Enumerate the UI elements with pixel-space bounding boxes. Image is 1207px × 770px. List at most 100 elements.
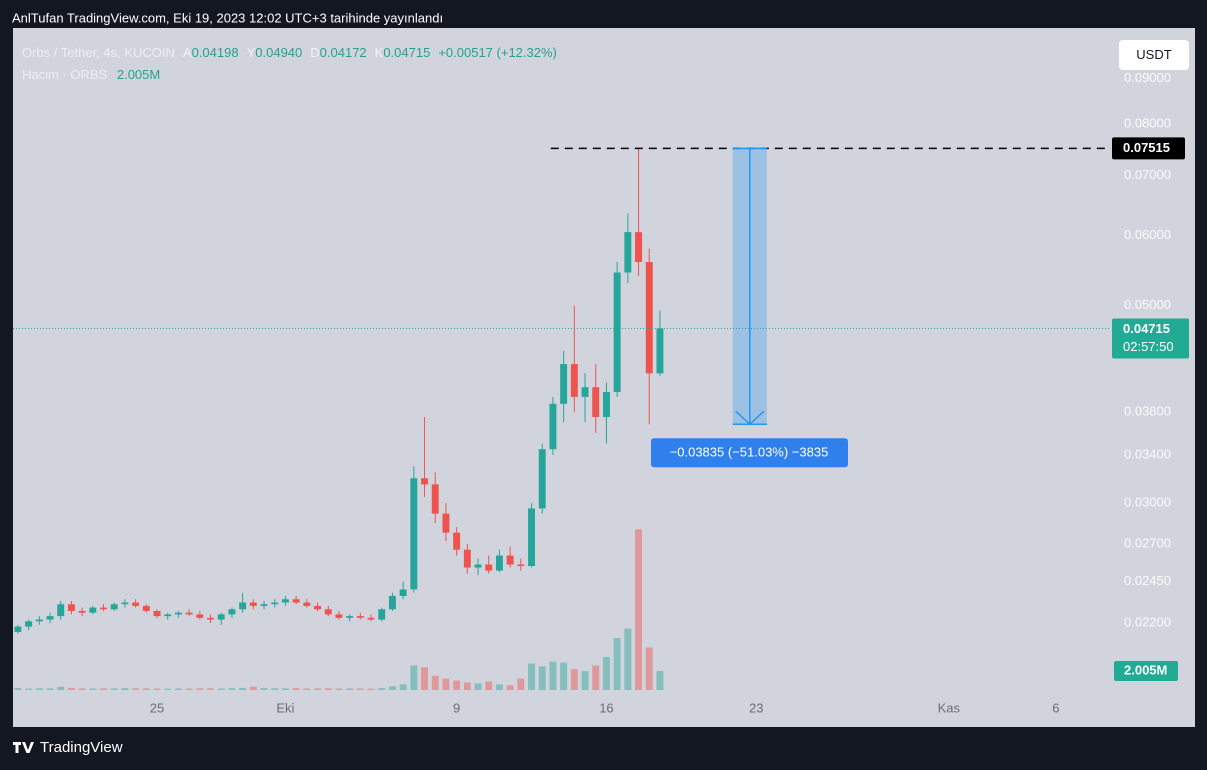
candle-body — [14, 626, 22, 632]
candle-body — [346, 616, 354, 618]
candle-body — [560, 364, 568, 404]
volume-bar — [378, 688, 386, 690]
volume-bar — [399, 684, 407, 690]
volume-bar — [239, 687, 247, 690]
candle-body — [324, 609, 332, 615]
currency-button[interactable]: USDT — [1119, 40, 1189, 70]
volume-bar — [100, 688, 108, 690]
volume-bar — [602, 656, 610, 690]
candle-body — [185, 612, 193, 615]
candle-body — [335, 614, 343, 618]
candle-body — [89, 607, 97, 613]
legend-row: Orbs / Tether, 4s, KUCOIN A0.04198 Y0.0494… — [22, 45, 557, 60]
volume-bar — [271, 688, 279, 690]
candle-body — [645, 261, 653, 374]
x-tick-label: Kas — [938, 700, 961, 715]
candle-body — [239, 602, 247, 610]
volume-bar — [35, 688, 43, 690]
volume-bar — [46, 688, 54, 690]
y-tick-label: 0.02200 — [1124, 615, 1171, 630]
candle-body — [46, 616, 54, 620]
volume-bar — [314, 688, 322, 690]
candle-body — [25, 621, 33, 627]
candle-body — [538, 449, 546, 509]
candle-body — [249, 602, 257, 606]
volume-bar — [528, 663, 536, 690]
volume-bar — [121, 688, 129, 690]
ohlc-value: 0.04715 — [383, 45, 431, 60]
y-tick-label: 0.03800 — [1124, 403, 1171, 418]
volume-bar — [560, 662, 568, 690]
candle-body — [57, 604, 65, 617]
last-price-box — [1112, 318, 1189, 359]
ohlc-change: +0.00517 (+12.32%) — [438, 45, 557, 60]
target-price-box — [1112, 137, 1185, 160]
ohlc: A0.04198 Y0.04940 D0.04172 K0.04715 +0.00517… — [175, 45, 557, 60]
candle-body — [613, 272, 621, 393]
volume-bar — [303, 688, 311, 690]
ohlc-value: 0.04940 — [255, 45, 303, 60]
chart-panel — [13, 28, 1195, 727]
candle-body — [463, 549, 471, 568]
candle-body — [132, 602, 140, 606]
candle-body — [67, 604, 75, 611]
y-tick-label: 0.08000 — [1124, 116, 1171, 131]
candle-body — [474, 564, 482, 568]
candle-body — [142, 605, 150, 611]
candle-body — [602, 392, 610, 417]
y-tick-label: 0.02450 — [1124, 573, 1171, 588]
candle-body — [656, 328, 664, 374]
volume-bar — [506, 685, 514, 690]
candle-body — [281, 599, 289, 603]
volume-bar — [228, 688, 236, 690]
ohlc-key: A — [182, 45, 192, 60]
volume-bar — [538, 666, 546, 690]
volume-bar — [67, 687, 75, 690]
ohlc-key: K — [374, 45, 384, 60]
volume-bar — [549, 661, 557, 690]
candle-body — [378, 609, 386, 620]
candle-body — [635, 232, 643, 262]
candle-body — [495, 555, 503, 571]
candle-body — [485, 564, 493, 571]
volume-box — [1114, 661, 1178, 682]
volume-bar — [57, 686, 65, 690]
x-tick-label: 9 — [453, 700, 460, 715]
target-price-label: 0.07515 — [1123, 140, 1170, 155]
candle-body — [592, 387, 600, 417]
volume-bar — [453, 680, 461, 690]
candle-body — [431, 484, 439, 514]
brand-logo — [13, 742, 34, 753]
candle-body — [356, 616, 364, 618]
volume-bar — [196, 688, 204, 690]
volume-bar — [367, 688, 375, 690]
volume-bar — [217, 688, 225, 690]
candle-body — [174, 612, 182, 615]
volume-bar — [174, 688, 182, 690]
symbol-title: Orbs / Tether, 4s, KUCOIN — [22, 45, 175, 60]
candle-body — [217, 614, 225, 620]
volume-bar — [635, 529, 643, 690]
candle-body — [581, 387, 589, 397]
volume-bar — [78, 688, 86, 690]
volume-bar — [207, 688, 215, 690]
candle-body — [228, 609, 236, 615]
volume-bar — [495, 684, 503, 690]
candle-body — [260, 604, 268, 606]
volume-value: 2.005M — [116, 67, 161, 82]
candle-body — [410, 478, 418, 590]
measure-label-box — [651, 438, 848, 468]
volume-bar — [281, 688, 289, 690]
candle-body — [549, 403, 557, 450]
volume-bar — [570, 669, 578, 690]
volume-bar — [25, 688, 33, 690]
ohlc-key: Y — [246, 45, 256, 60]
measure-arrowhead — [732, 410, 767, 426]
x-tick-label: 16 — [599, 700, 613, 715]
volume-title: Hacim · ORBS — [22, 67, 108, 82]
candle-body — [453, 532, 461, 550]
y-tick-label: 0.03400 — [1124, 446, 1171, 461]
volume-bar — [517, 678, 525, 690]
candle-body — [388, 595, 396, 610]
